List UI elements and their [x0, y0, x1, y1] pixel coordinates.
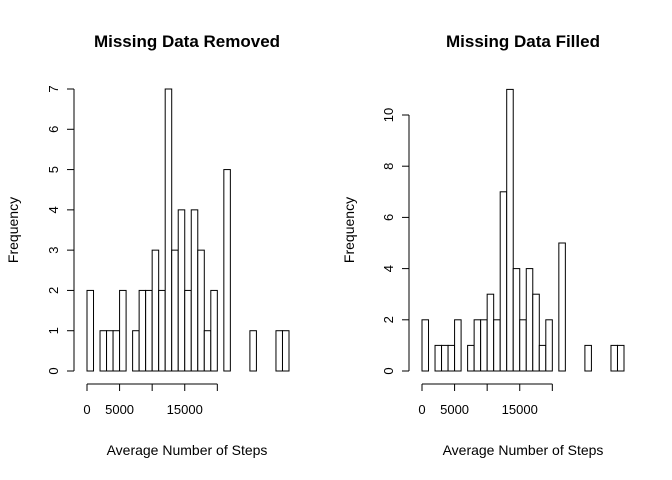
x-axis-label: Average Number of Steps: [107, 442, 268, 458]
histogram-bar: [532, 293, 540, 372]
histogram-bar: [164, 88, 173, 372]
histogram-bar: [210, 289, 218, 372]
histogram-bar: [441, 344, 449, 372]
histogram-bar: [177, 209, 186, 372]
histogram-bar: [506, 88, 514, 372]
y-tick-label: 2: [46, 287, 61, 294]
histogram-bar: [249, 330, 257, 372]
y-tick-label: 3: [46, 247, 61, 254]
y-axis-label: Frequency: [5, 197, 21, 263]
y-axis: 0 1 2 3 4 5 6 7: [46, 85, 75, 375]
histogram-bar: [99, 330, 108, 372]
x-tick-label: 5000: [440, 402, 469, 417]
histogram-bar: [281, 330, 290, 372]
x-tick-label: 0: [83, 402, 90, 417]
histogram-bar: [421, 319, 430, 372]
x-tick-label: 0: [418, 402, 425, 417]
histogram-bar: [151, 249, 160, 372]
y-tick-label: 5: [46, 166, 61, 173]
x-tick-label: 15000: [167, 402, 203, 417]
y-tick-label: 6: [381, 214, 396, 221]
y-axis: 0 2 4 6 8 10: [381, 108, 410, 375]
histogram-bars: [421, 88, 625, 372]
histogram-bar: [86, 289, 95, 372]
histogram-bar: [512, 268, 521, 372]
x-axis: 0 5000 15000: [418, 383, 553, 417]
y-tick-label: 10: [381, 108, 396, 122]
histogram-bar: [190, 209, 199, 372]
histogram-bar: [616, 344, 625, 372]
y-tick-label: 2: [381, 316, 396, 323]
histogram-bar: [519, 319, 527, 372]
histogram-bar: [132, 330, 140, 372]
y-tick-label: 4: [46, 206, 61, 213]
histogram-bar: [171, 249, 179, 372]
x-tick-label: 15000: [502, 402, 538, 417]
y-tick-label: 7: [46, 85, 61, 92]
panel-missing-filled: Missing Data Filled Frequency Average Nu…: [341, 32, 625, 458]
histogram-bar: [447, 344, 456, 372]
histogram-bar: [499, 191, 508, 372]
histogram-bar: [434, 344, 443, 372]
histogram-bar: [106, 330, 114, 372]
histogram-bar: [473, 319, 482, 372]
y-tick-label: 8: [381, 163, 396, 170]
histogram-bars: [86, 88, 290, 372]
histogram-bar: [203, 330, 212, 372]
y-axis-label: Frequency: [341, 197, 357, 263]
chart-title: Missing Data Removed: [94, 32, 280, 51]
panel-missing-removed: Missing Data Removed Frequency Average N…: [5, 32, 290, 458]
histogram-bar: [584, 344, 592, 372]
chart-title: Missing Data Filled: [446, 32, 600, 51]
histogram-bar: [558, 242, 566, 372]
histogram-bar: [454, 319, 462, 372]
histogram-bar: [486, 293, 495, 372]
y-tick-label: 4: [381, 265, 396, 272]
histogram-bar: [197, 249, 205, 372]
histogram-bar: [493, 319, 501, 372]
x-axis: 0 5000 15000: [83, 383, 218, 417]
y-tick-label: 0: [381, 367, 396, 374]
histogram-bar: [467, 344, 475, 372]
histogram-bar: [538, 344, 547, 372]
y-tick-label: 1: [46, 327, 61, 334]
y-tick-label: 0: [46, 367, 61, 374]
histogram-bar: [480, 319, 488, 372]
histogram-bar: [545, 319, 553, 372]
histogram-bar: [119, 289, 127, 372]
histogram-bar: [145, 289, 153, 372]
histogram-bar: [158, 289, 166, 372]
histogram-bar: [138, 289, 147, 372]
histogram-bar: [112, 330, 121, 372]
x-tick-label: 5000: [105, 402, 134, 417]
histogram-bar: [610, 344, 618, 372]
y-tick-label: 6: [46, 126, 61, 133]
histogram-bar: [275, 330, 283, 372]
histogram-bar: [184, 289, 192, 372]
histogram-bar: [223, 169, 231, 372]
histogram-bar: [525, 268, 534, 372]
x-axis-label: Average Number of Steps: [443, 442, 604, 458]
